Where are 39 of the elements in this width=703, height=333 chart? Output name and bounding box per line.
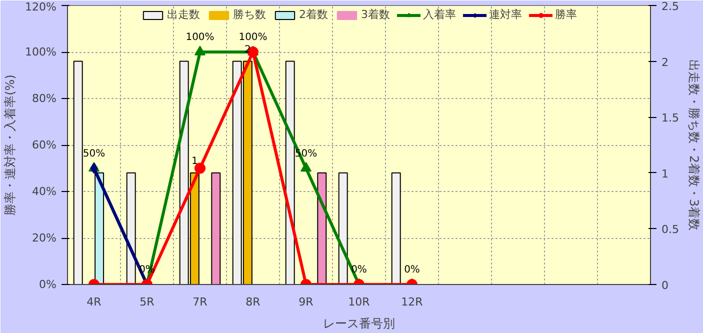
x-tick-label: 5R [140,296,155,308]
legend-label: 勝ち数 [233,7,266,22]
y2-axis-title: 出走数・勝ち数・2着数・3着数 [686,59,701,231]
x-tick-label: 12R [401,296,424,308]
x-tick-label: 10R [348,296,370,308]
y2-tick-label: 0 [662,279,668,292]
point [300,162,312,172]
data-label: 50% [82,148,106,160]
y-tick-label: 80% [32,92,57,105]
y2-tick-label: 2.5 [662,0,679,13]
y-axis-title: 勝率・連対率・入着率(%) [3,74,18,216]
legend-label: 勝率 [555,7,577,22]
point [194,162,206,174]
x-tick-label: 8R [246,296,261,308]
y-tick-label: 100% [25,46,57,58]
data-label: 100% [238,32,268,43]
y-tick-label: 20% [32,232,57,244]
y2-tick-label: 0.5 [662,223,679,236]
x-tick-label: 7R [192,296,208,308]
y-tick-label: 60% [32,138,57,152]
y-tick-label: 0% [39,278,56,291]
y2-tick-label: 1.5 [662,112,679,125]
x-tick-label: 9R [298,296,314,308]
y-tick-label: 120% [25,0,57,14]
data-label: 2 [244,44,251,56]
legend-label: 出走数 [167,7,200,22]
y2-tick-label: 1 [662,167,668,180]
x-tick-label: 4R [86,296,102,308]
x-axis-title: レース番号別 [323,316,395,330]
legend-label: 入着率 [423,7,456,22]
point [194,46,206,56]
legend-label: 3着数 [361,7,390,22]
data-label: 100% [186,32,214,43]
data-label: 0% [404,264,420,276]
legend-label: 2着数 [299,7,328,22]
legend-label: 連対率 [489,7,522,22]
y2-tick-label: 2 [662,56,668,69]
y-tick-label: 40% [32,185,57,198]
data-label: 1 [192,156,198,167]
